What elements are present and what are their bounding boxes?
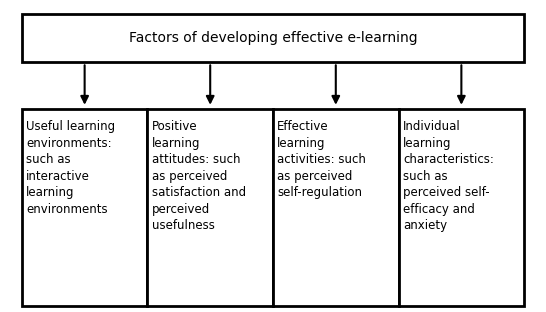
Text: Effective
learning
activities: such
as perceived
self-regulation: Effective learning activities: such as p…: [277, 120, 366, 199]
Text: Individual
learning
characteristics:
such as
perceived self-
efficacy and
anxiet: Individual learning characteristics: suc…: [403, 120, 494, 232]
Bar: [399, 109, 524, 306]
Text: Useful learning
environments:
such as
interactive
learning
environments: Useful learning environments: such as in…: [26, 120, 115, 216]
Text: Positive
learning
attitudes: such
as perceived
satisfaction and
perceived
useful: Positive learning attitudes: such as per…: [152, 120, 246, 232]
Bar: [22, 109, 147, 306]
Bar: [273, 109, 399, 306]
Text: Factors of developing effective e-learning: Factors of developing effective e-learni…: [129, 31, 417, 45]
Bar: [22, 14, 524, 62]
Bar: [147, 109, 273, 306]
